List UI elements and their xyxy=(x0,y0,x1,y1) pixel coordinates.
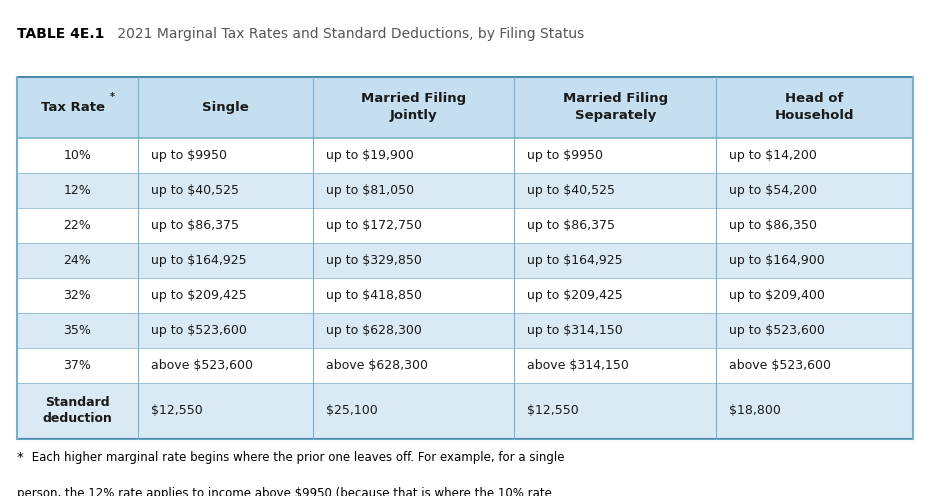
Bar xyxy=(17,383,913,439)
Text: up to $209,425: up to $209,425 xyxy=(151,289,246,302)
Text: up to $172,750: up to $172,750 xyxy=(326,219,421,232)
Text: up to $164,900: up to $164,900 xyxy=(729,254,825,267)
Text: up to $54,200: up to $54,200 xyxy=(729,184,817,197)
Text: up to $209,400: up to $209,400 xyxy=(729,289,825,302)
Text: 2021 Marginal Tax Rates and Standard Deductions, by Filing Status: 2021 Marginal Tax Rates and Standard Ded… xyxy=(113,27,584,41)
Text: up to $9950: up to $9950 xyxy=(527,149,604,162)
Text: up to $628,300: up to $628,300 xyxy=(326,324,421,337)
Text: up to $14,200: up to $14,200 xyxy=(729,149,817,162)
Bar xyxy=(17,138,913,173)
Text: above $523,600: above $523,600 xyxy=(729,359,831,372)
Text: Each higher marginal rate begins where the prior one leaves off. For example, fo: Each higher marginal rate begins where t… xyxy=(28,451,565,464)
Text: above $523,600: above $523,600 xyxy=(151,359,253,372)
Text: TABLE 4E.1: TABLE 4E.1 xyxy=(17,27,104,41)
Text: up to $81,050: up to $81,050 xyxy=(326,184,414,197)
Bar xyxy=(17,173,913,208)
Text: above $314,150: above $314,150 xyxy=(527,359,630,372)
Text: up to $164,925: up to $164,925 xyxy=(527,254,623,267)
Bar xyxy=(17,208,913,243)
Text: *: * xyxy=(17,451,23,464)
Text: up to $86,375: up to $86,375 xyxy=(151,219,239,232)
Text: up to $164,925: up to $164,925 xyxy=(151,254,246,267)
Text: up to $19,900: up to $19,900 xyxy=(326,149,414,162)
Text: *: * xyxy=(110,92,115,102)
Text: Married Filing
Jointly: Married Filing Jointly xyxy=(361,92,466,123)
Text: 22%: 22% xyxy=(63,219,91,232)
Text: $18,800: $18,800 xyxy=(729,404,781,418)
Text: Tax Rate: Tax Rate xyxy=(41,101,104,114)
Text: up to $86,350: up to $86,350 xyxy=(729,219,817,232)
Text: above $628,300: above $628,300 xyxy=(326,359,428,372)
Text: 10%: 10% xyxy=(63,149,91,162)
Text: $25,100: $25,100 xyxy=(326,404,378,418)
Text: Head of
Household: Head of Household xyxy=(775,92,855,123)
Text: $12,550: $12,550 xyxy=(527,404,579,418)
Text: $12,550: $12,550 xyxy=(151,404,203,418)
Text: person, the 12% rate applies to income above $9950 (because that is where the 10: person, the 12% rate applies to income a… xyxy=(17,487,551,496)
Text: Married Filing
Separately: Married Filing Separately xyxy=(563,92,668,123)
Text: up to $209,425: up to $209,425 xyxy=(527,289,623,302)
Text: up to $523,600: up to $523,600 xyxy=(729,324,825,337)
Text: 37%: 37% xyxy=(63,359,91,372)
Text: up to $86,375: up to $86,375 xyxy=(527,219,616,232)
Bar xyxy=(17,313,913,348)
Text: up to $40,525: up to $40,525 xyxy=(151,184,239,197)
Bar xyxy=(17,278,913,313)
Text: up to $314,150: up to $314,150 xyxy=(527,324,623,337)
Text: 12%: 12% xyxy=(63,184,91,197)
Bar xyxy=(17,77,913,138)
Text: up to $418,850: up to $418,850 xyxy=(326,289,421,302)
Text: up to $40,525: up to $40,525 xyxy=(527,184,616,197)
Text: 24%: 24% xyxy=(63,254,91,267)
Text: Single: Single xyxy=(202,101,248,114)
Bar xyxy=(17,348,913,383)
Bar xyxy=(17,243,913,278)
Text: up to $523,600: up to $523,600 xyxy=(151,324,246,337)
Text: up to $329,850: up to $329,850 xyxy=(326,254,421,267)
Text: 32%: 32% xyxy=(63,289,91,302)
Text: Standard
deduction: Standard deduction xyxy=(43,396,113,426)
Text: up to $9950: up to $9950 xyxy=(151,149,227,162)
Text: 35%: 35% xyxy=(63,324,91,337)
